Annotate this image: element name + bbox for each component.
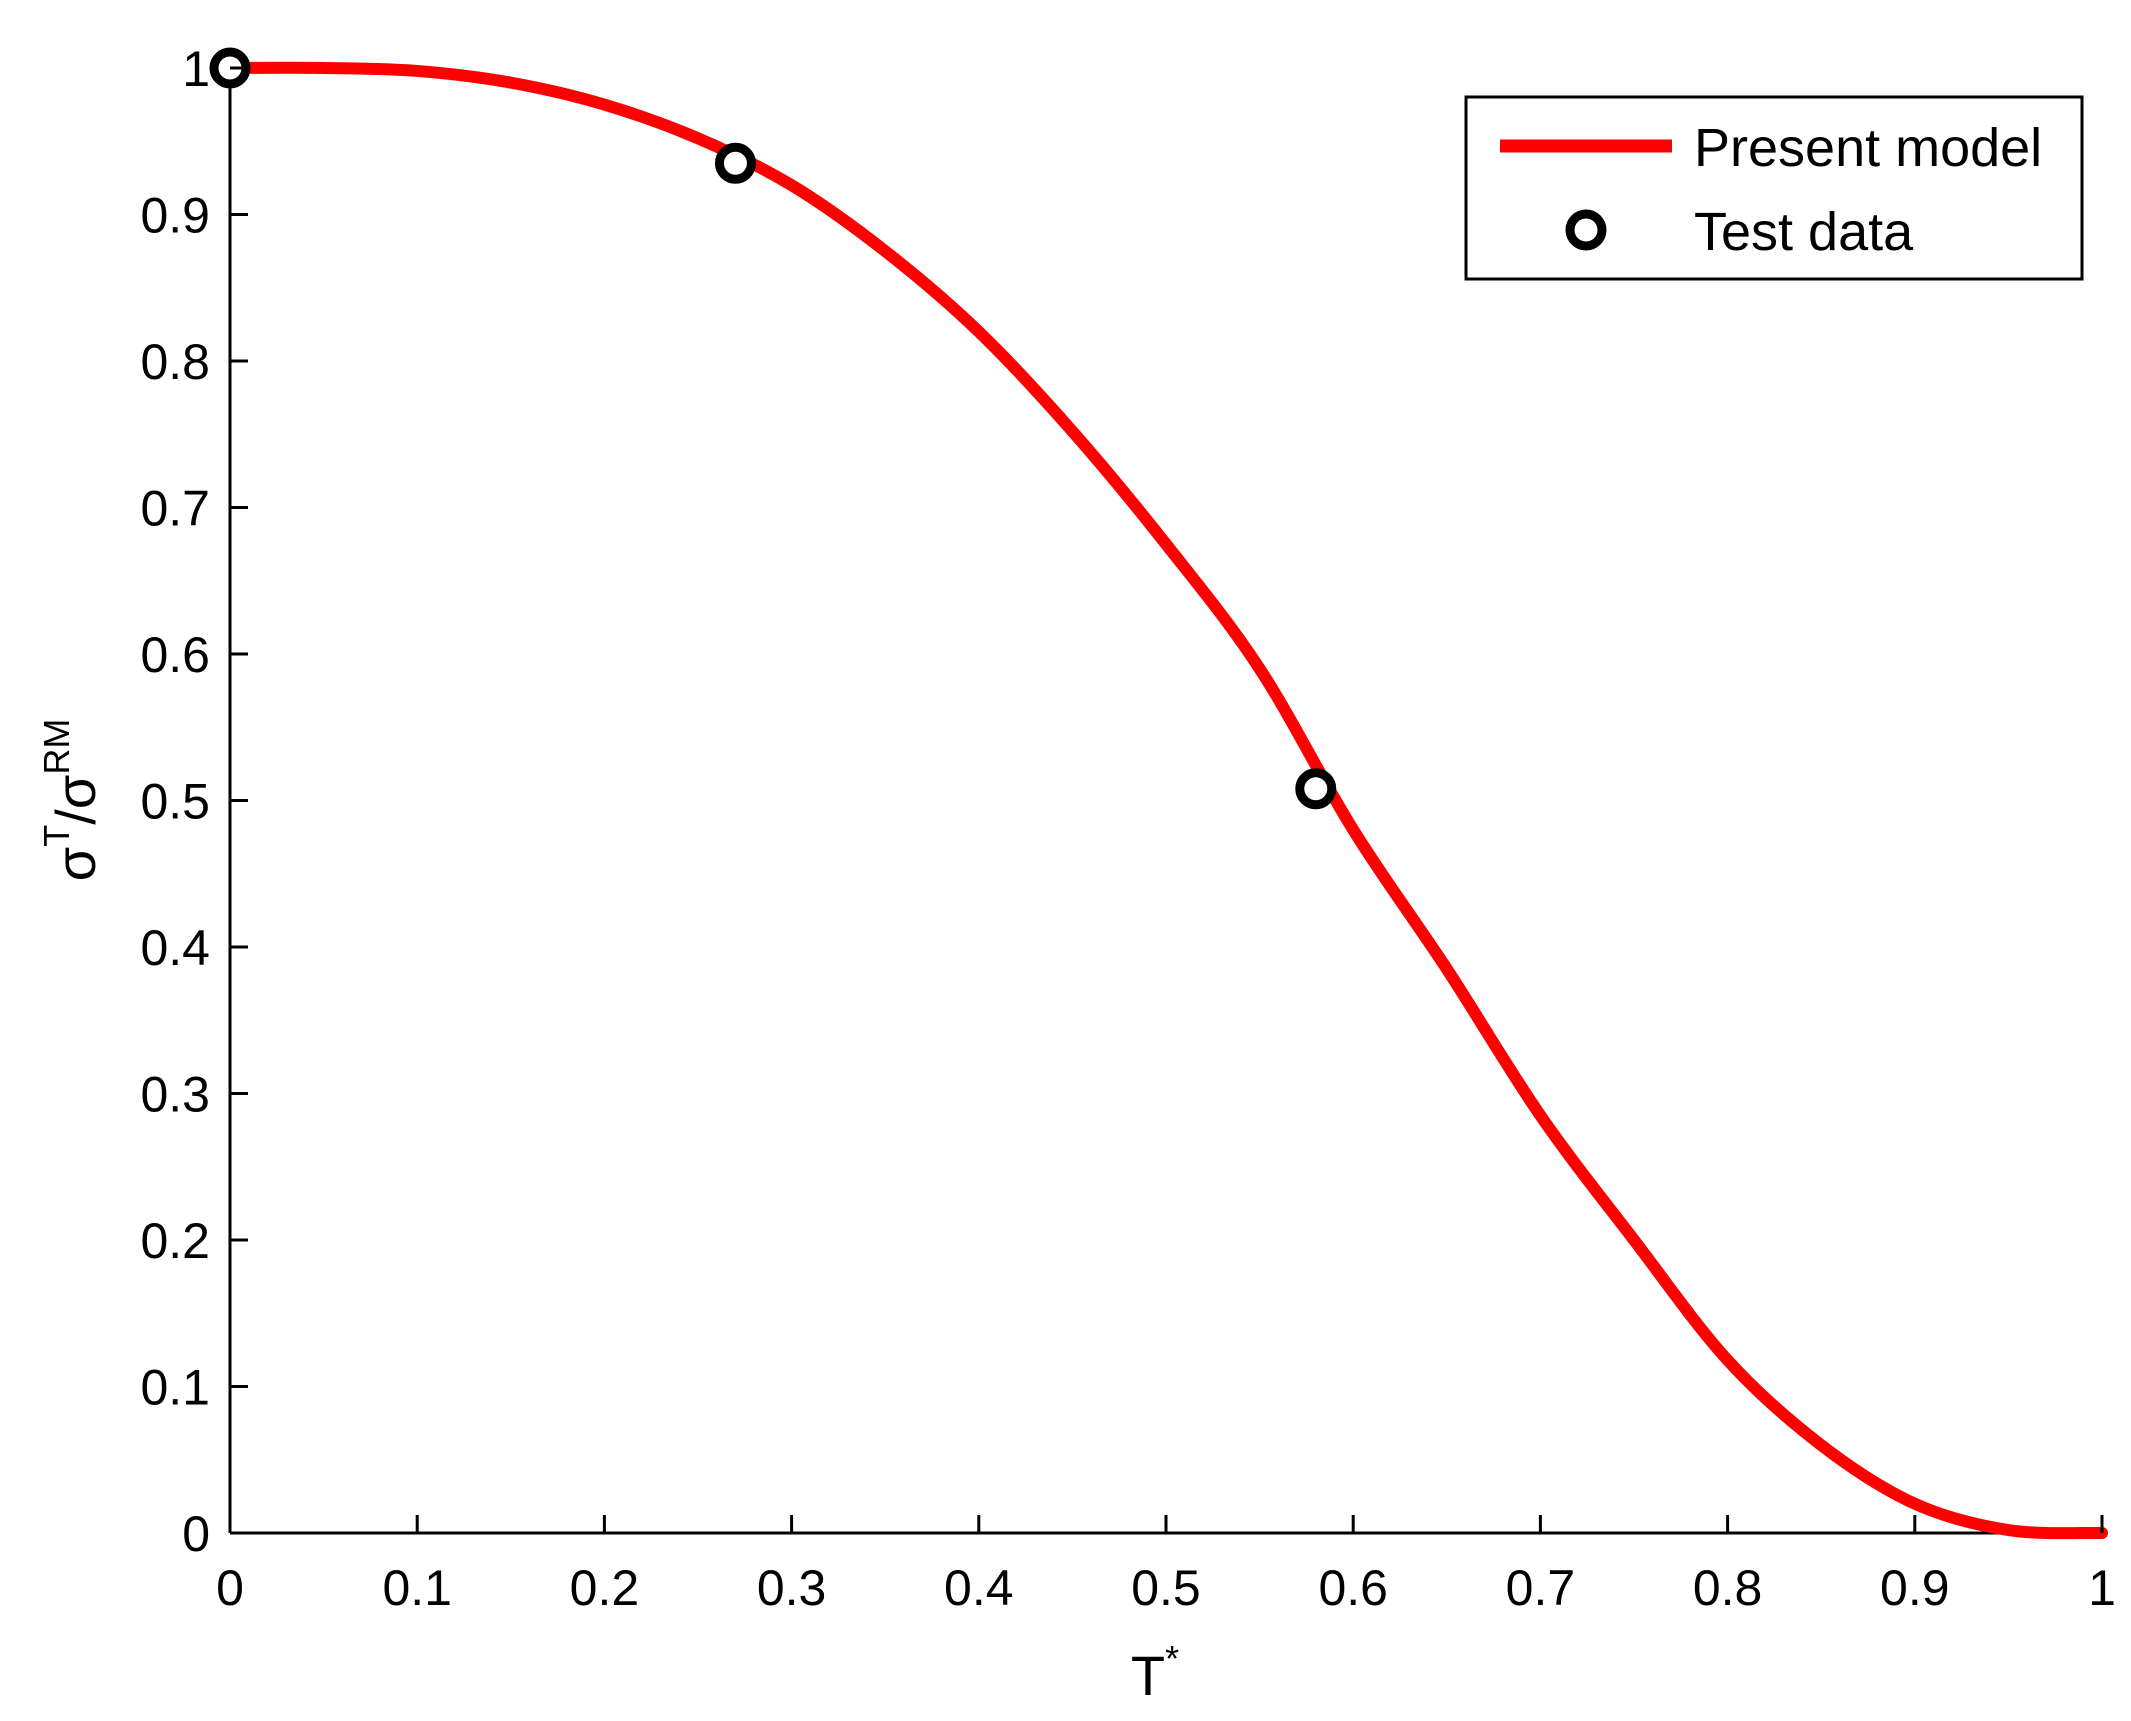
test-data-point bbox=[714, 142, 756, 184]
x-axis-title-base: T bbox=[1131, 1644, 1165, 1707]
y-tick-label: 0 bbox=[182, 1506, 210, 1562]
x-tick-label: 0.3 bbox=[757, 1560, 827, 1616]
present-model-line bbox=[224, 61, 2108, 1540]
y-tick-label: 0.3 bbox=[140, 1067, 210, 1123]
x-axis-title-sup: * bbox=[1165, 1638, 1179, 1679]
x-tick-label: 0.7 bbox=[1506, 1560, 1576, 1616]
legend-box bbox=[1464, 95, 2084, 281]
y-tick-label: 0.9 bbox=[140, 188, 210, 244]
series-layer bbox=[209, 47, 2108, 1540]
y-tick-label: 0.4 bbox=[140, 920, 210, 976]
y-tick-label: 0.1 bbox=[140, 1360, 210, 1416]
y-axis-title-slash: / bbox=[44, 809, 107, 825]
x-tick-label: 0.6 bbox=[1318, 1560, 1388, 1616]
test-data-point bbox=[1295, 768, 1337, 810]
y-tick-label: 0.2 bbox=[140, 1213, 210, 1269]
legend-label-test-data: Test data bbox=[1694, 202, 1914, 262]
y-tick-label: 0.8 bbox=[140, 334, 210, 390]
y-tick-label: 1 bbox=[182, 41, 210, 97]
x-tick-label: 0.1 bbox=[382, 1560, 452, 1616]
x-tick-label: 0.2 bbox=[570, 1560, 640, 1616]
x-tick-label: 0.9 bbox=[1880, 1560, 1950, 1616]
legend-label-present-model: Present model bbox=[1694, 118, 2042, 178]
y-tick-label: 0.5 bbox=[140, 774, 210, 830]
x-tick-label: 0 bbox=[216, 1560, 244, 1616]
y-tick-label: 0.7 bbox=[140, 481, 210, 537]
legend: Present model Test data bbox=[1464, 95, 2084, 281]
y-axis-title-sup1: T bbox=[36, 825, 77, 847]
x-tick-label: 1 bbox=[2088, 1560, 2116, 1616]
x-ticks: 0 0.1 0.2 0.3 0.4 0.5 0.6 0.7 0.8 0.9 1 bbox=[216, 1515, 2116, 1616]
x-tick-label: 0.8 bbox=[1693, 1560, 1763, 1616]
y-axis-title-sigma1: σ bbox=[44, 847, 107, 882]
y-axis-title-sup2: RM bbox=[36, 719, 77, 775]
y-axis-title: σT/σRM bbox=[36, 719, 107, 882]
legend-marker-swatch bbox=[1565, 209, 1607, 251]
y-ticks: 0 0.1 0.2 0.3 0.4 0.5 0.6 0.7 0.8 0.9 1 bbox=[140, 41, 248, 1562]
y-tick-label: 0.6 bbox=[140, 627, 210, 683]
y-axis-title-sigma2: σ bbox=[44, 775, 107, 810]
x-tick-label: 0.4 bbox=[944, 1560, 1014, 1616]
x-tick-label: 0.5 bbox=[1131, 1560, 1201, 1616]
x-axis-title: T* bbox=[1131, 1638, 1179, 1707]
